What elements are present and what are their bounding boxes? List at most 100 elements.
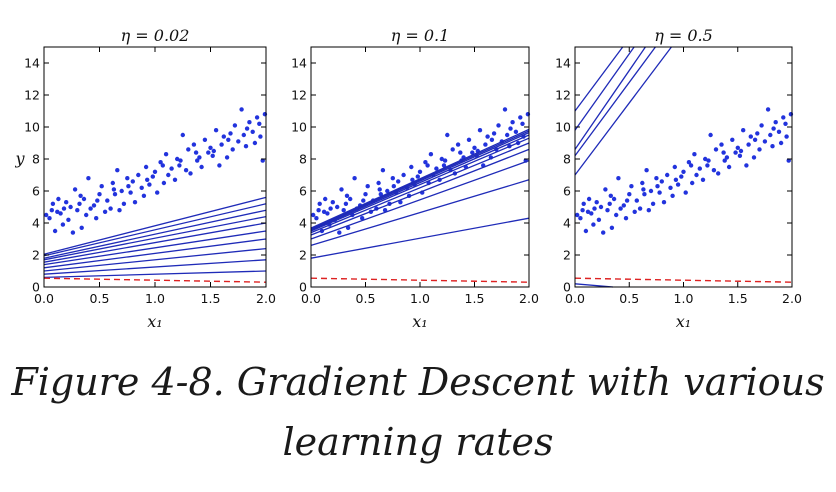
data-point <box>700 177 706 182</box>
data-point <box>121 201 127 206</box>
gd-step-line <box>574 46 672 176</box>
data-point <box>642 192 647 197</box>
data-point <box>705 163 710 168</box>
data-point <box>183 168 189 173</box>
data-point <box>112 192 118 197</box>
data-point <box>172 177 178 182</box>
data-point <box>348 196 353 202</box>
data-point <box>505 132 510 138</box>
gd-lines <box>43 196 267 279</box>
data-point <box>618 206 623 211</box>
gd-lines <box>574 46 672 288</box>
data-point <box>711 168 717 173</box>
y-tick-label: 0 <box>299 280 307 295</box>
data-point <box>578 216 583 221</box>
data-point <box>646 208 651 213</box>
data-point <box>502 107 508 112</box>
gd-step-line <box>43 215 267 261</box>
scatter-series <box>575 107 794 235</box>
scatter-series <box>44 107 268 235</box>
data-point <box>139 185 144 190</box>
data-point <box>681 169 686 174</box>
data-point <box>252 140 258 146</box>
data-point <box>623 216 629 221</box>
data-point <box>221 134 226 139</box>
data-point <box>323 196 328 202</box>
data-point <box>102 209 108 214</box>
data-point <box>520 121 525 127</box>
data-point <box>673 177 679 182</box>
data-point <box>68 204 73 210</box>
data-point <box>757 147 762 152</box>
data-point <box>398 200 403 205</box>
gd-step-line <box>310 137 530 232</box>
y-tick-label: 8 <box>563 152 571 167</box>
gd-step-line <box>574 46 635 131</box>
gd-step-line <box>43 196 267 255</box>
data-point <box>483 142 488 147</box>
data-point <box>49 208 54 213</box>
data-point <box>117 208 122 213</box>
gd-step-line <box>574 46 656 157</box>
data-point <box>328 206 333 211</box>
y-tick-label: 4 <box>299 216 307 231</box>
data-point <box>596 217 602 222</box>
data-point <box>733 150 738 155</box>
y-tick-label: 6 <box>299 184 307 199</box>
data-point <box>637 206 643 211</box>
gd-step-line <box>310 148 530 236</box>
data-point <box>247 120 252 125</box>
data-point <box>683 190 688 195</box>
data-point <box>70 230 76 235</box>
data-point <box>195 158 200 163</box>
gd-step-line <box>43 230 267 266</box>
data-point <box>254 115 260 120</box>
y-tick-label: 12 <box>555 88 571 103</box>
data-point <box>616 176 621 181</box>
y-tick-label: 12 <box>24 88 40 103</box>
x-tick-label: 1.0 <box>410 291 430 306</box>
data-point <box>694 172 699 178</box>
data-point <box>665 172 670 178</box>
y-tick-label: 14 <box>555 56 571 71</box>
gd-step-line <box>43 270 267 279</box>
gd-step-line <box>574 283 614 288</box>
data-point <box>335 204 340 210</box>
data-point <box>470 150 475 155</box>
data-point <box>629 184 634 189</box>
data-point <box>605 208 610 213</box>
data-point <box>627 192 632 197</box>
data-point <box>721 150 726 155</box>
data-point <box>598 204 604 210</box>
data-point <box>224 155 230 160</box>
data-point <box>409 164 414 170</box>
data-point <box>352 176 357 181</box>
data-point <box>206 150 211 155</box>
data-point <box>491 131 497 136</box>
data-point <box>614 212 619 218</box>
data-point <box>644 168 649 173</box>
data-point <box>380 168 386 173</box>
initial-line <box>310 277 530 283</box>
data-point <box>496 123 501 128</box>
data-point <box>317 201 322 206</box>
data-point <box>160 163 165 168</box>
data-point <box>738 148 744 154</box>
data-point <box>111 187 117 192</box>
data-point <box>155 190 160 195</box>
data-point <box>226 137 231 142</box>
data-point <box>589 211 594 216</box>
data-point <box>726 164 732 170</box>
data-point <box>72 187 78 192</box>
data-point <box>325 211 330 216</box>
data-point <box>450 147 455 152</box>
data-point <box>624 198 630 203</box>
data-point <box>363 192 368 197</box>
y-tick-label: 4 <box>32 216 40 231</box>
y-tick-label: 2 <box>32 248 40 263</box>
data-point <box>61 206 67 211</box>
data-point <box>657 190 662 195</box>
gd-step-line <box>310 134 530 231</box>
data-point <box>208 145 213 150</box>
data-point <box>670 193 675 198</box>
